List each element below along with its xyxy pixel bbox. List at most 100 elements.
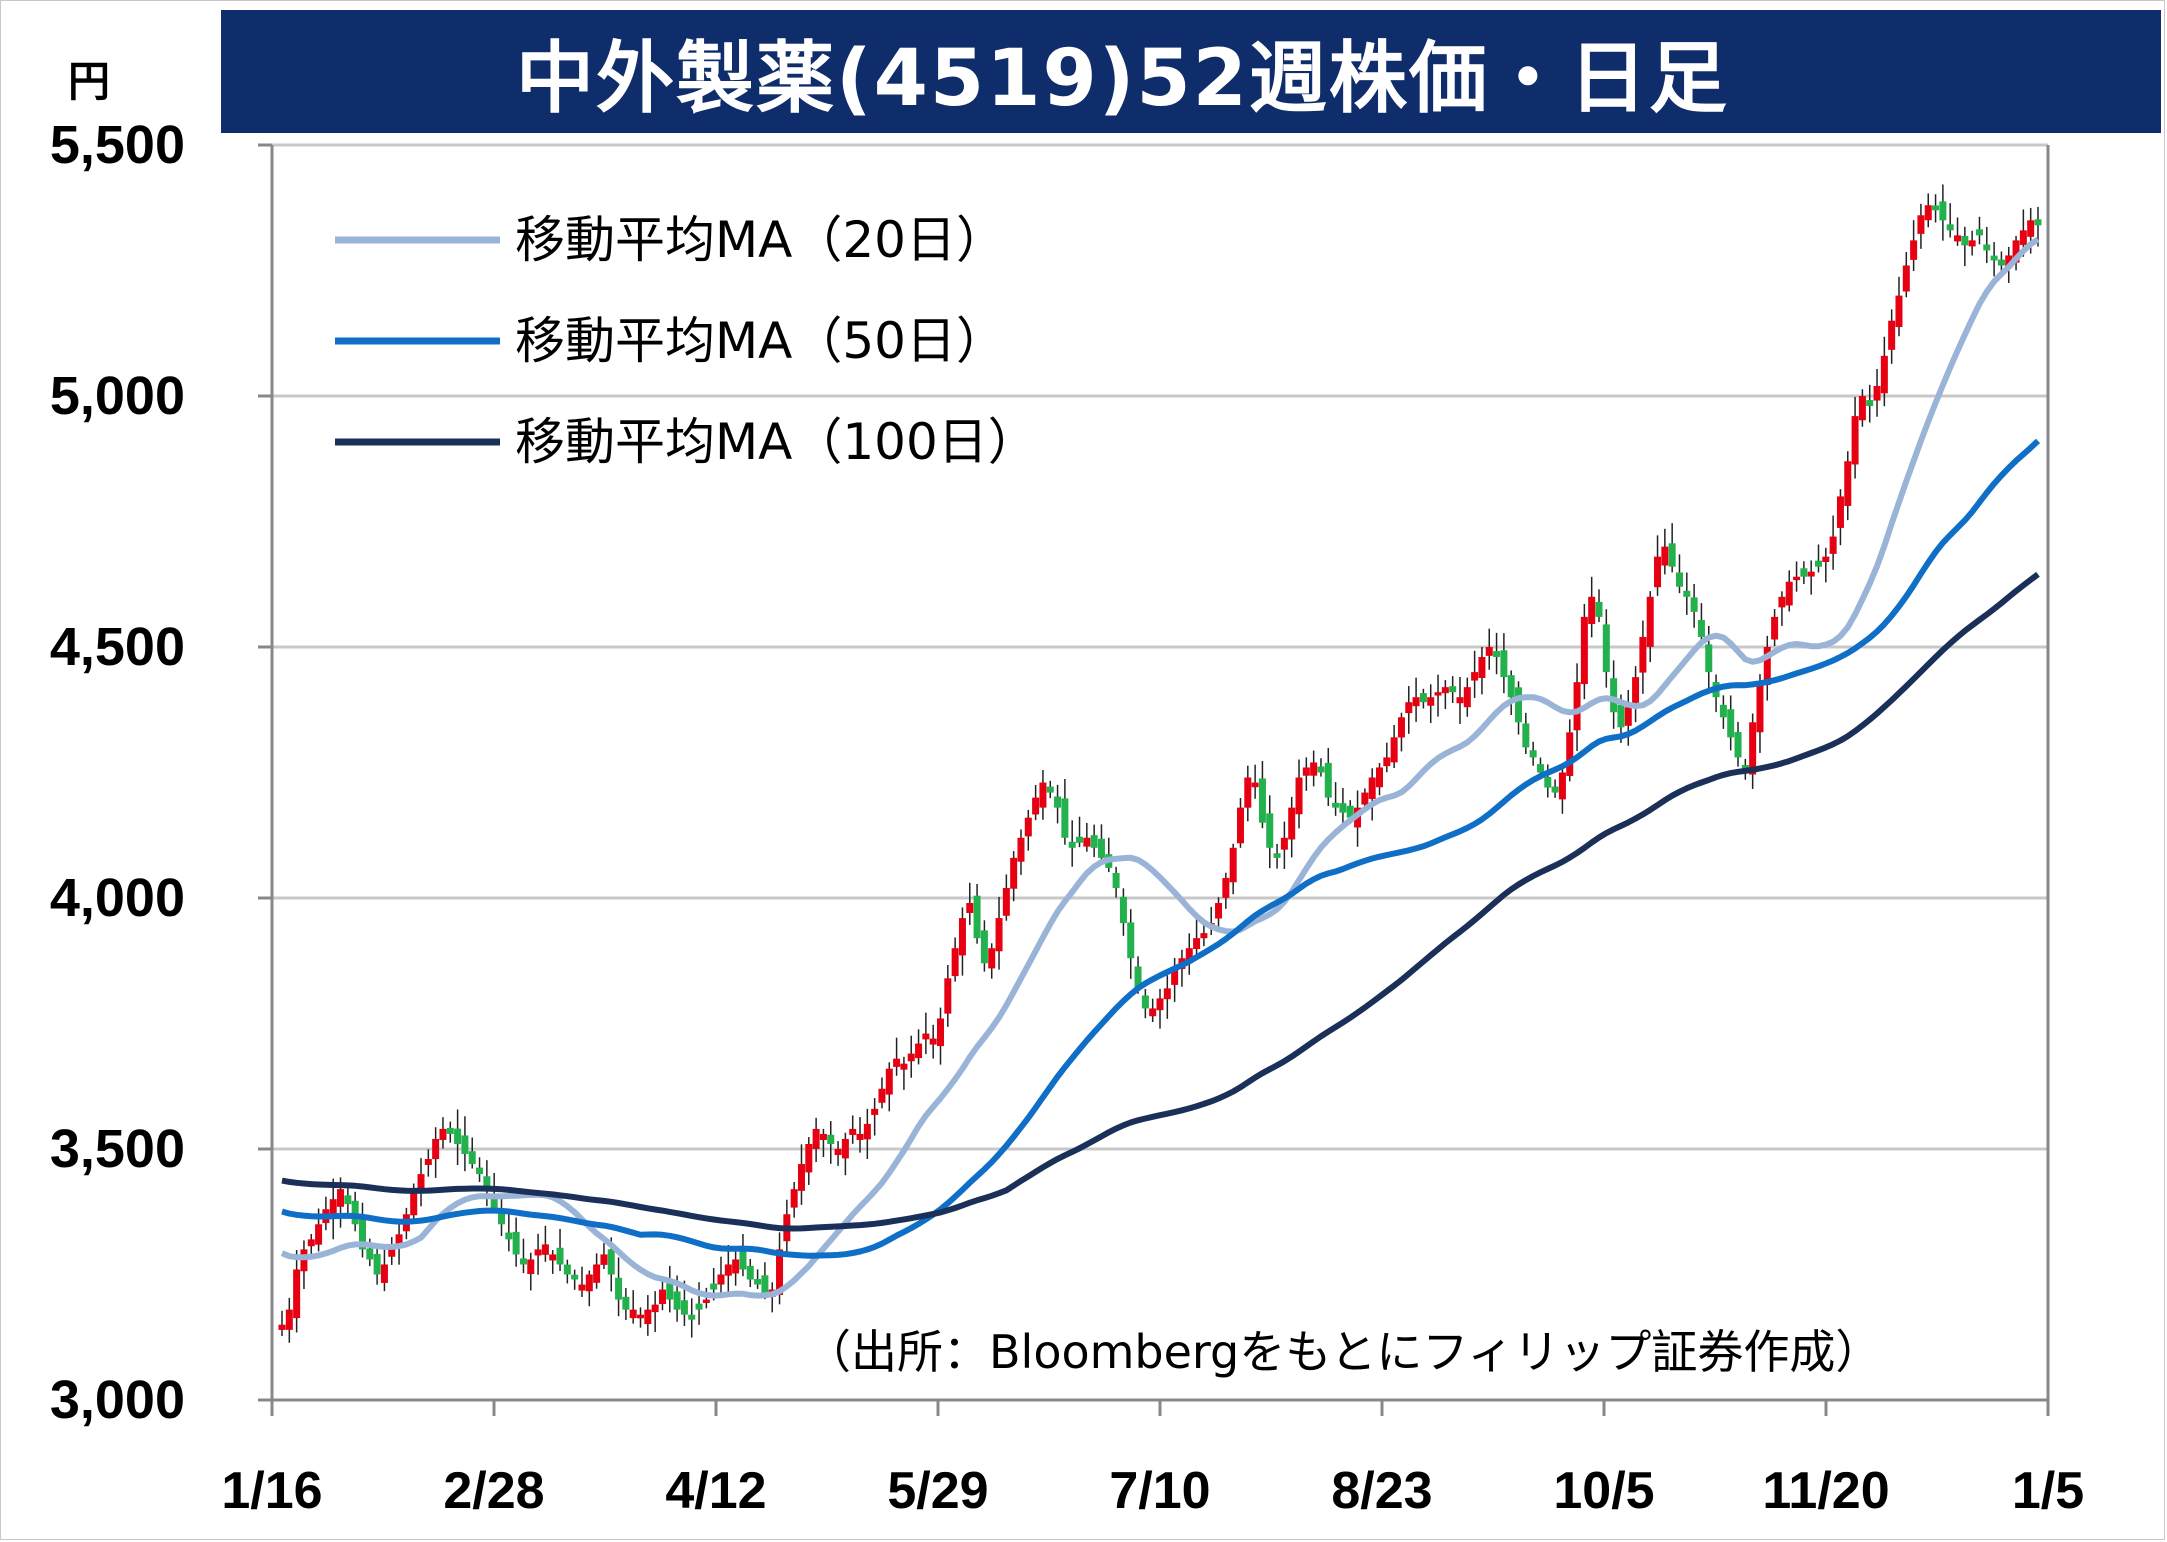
candle-body [1002, 887, 1010, 916]
candle-body [293, 1269, 301, 1319]
candle-body [1478, 657, 1486, 678]
candle-body [1427, 697, 1435, 706]
y-tick-label: 4,500 [50, 617, 185, 677]
candle-body [856, 1133, 864, 1140]
candle-body [1507, 675, 1515, 698]
candle-body [1171, 968, 1179, 985]
candle-body [871, 1108, 879, 1115]
candle-body [498, 1212, 505, 1225]
candle-body [717, 1274, 725, 1285]
candle-body [1119, 896, 1127, 924]
source-note: （出所：Bloombergをもとにフィリップ証券作成） [805, 1325, 1881, 1379]
candle-body [1024, 817, 1032, 837]
candle-body [929, 1038, 937, 1045]
candle-body [476, 1167, 484, 1175]
candle-body [1390, 737, 1398, 763]
candle-body [1083, 837, 1091, 847]
candle-body [563, 1264, 571, 1275]
candle-body [1675, 572, 1683, 587]
candle-body [1697, 619, 1705, 637]
candle-body [732, 1259, 740, 1274]
candle-body [1039, 782, 1047, 808]
candle-body [1756, 682, 1764, 733]
candle-body [1215, 903, 1223, 919]
candle-body [1749, 722, 1757, 775]
candle-body [1785, 581, 1793, 606]
candle-body [388, 1249, 396, 1257]
candle-body [468, 1151, 476, 1165]
candle-body [973, 895, 981, 939]
y-unit-label: 円 [68, 57, 110, 106]
candle-body [278, 1324, 286, 1330]
candle-body [1500, 650, 1508, 678]
candle-body [1932, 205, 1940, 211]
candle-body [1054, 796, 1062, 808]
candle-body [2012, 240, 2020, 263]
candle-body [1434, 692, 1442, 696]
candle-body [285, 1309, 293, 1330]
x-tick-label: 5/29 [887, 1462, 988, 1520]
candle-body [1822, 556, 1830, 563]
candle-body [329, 1199, 337, 1219]
candle-body [1317, 766, 1325, 773]
axis-layer: 3,000 3,500 4,000 4,500 5,000 5,500 1/16 2/28 4/… [50, 115, 2084, 1520]
candle-body [1558, 772, 1566, 800]
candle-body [1376, 767, 1383, 788]
y-tick-label: 5,000 [50, 366, 185, 426]
candle-body [1946, 224, 1954, 231]
candle-body [1324, 762, 1332, 798]
candle-body [915, 1043, 923, 1059]
candle-body [1280, 837, 1288, 850]
candle-body [1134, 966, 1142, 989]
candle-body [300, 1249, 308, 1272]
candle-body [1646, 596, 1654, 647]
candle-body [1617, 704, 1625, 728]
candle-body [666, 1281, 674, 1300]
candle-body [1032, 797, 1040, 815]
candle-body [607, 1249, 615, 1275]
ma100-line [281, 571, 2040, 1232]
candle-body [1229, 847, 1237, 883]
candle-body [1815, 560, 1822, 567]
candle-body [1515, 687, 1523, 723]
candle-body [1734, 732, 1742, 758]
candle-body [1339, 803, 1347, 813]
candle-body [1705, 644, 1713, 673]
candle-body [556, 1247, 564, 1265]
candle-body [337, 1189, 345, 1207]
candle-body [1866, 400, 1874, 407]
title-bar: 中外製薬(4519)52週株価・日足 [221, 10, 2161, 133]
candle-body [1654, 556, 1662, 588]
candle-body [1668, 543, 1676, 567]
candle-body [1412, 697, 1420, 707]
candle-body [2027, 220, 2035, 237]
candle-body [1902, 265, 1910, 292]
candle-body [812, 1128, 820, 1149]
candle-body [1975, 229, 1983, 236]
candle-body [1683, 590, 1691, 597]
candle-body [1441, 687, 1449, 694]
candle-body [1536, 764, 1544, 773]
candle-body [1302, 767, 1310, 776]
candle-body [1800, 568, 1808, 577]
candle-body [1244, 777, 1252, 808]
candle-body [1200, 933, 1208, 939]
candle-body [893, 1058, 901, 1067]
candle-body [1727, 709, 1735, 738]
candle-body [315, 1224, 323, 1245]
candle-body [541, 1244, 549, 1255]
candle-body [658, 1289, 666, 1305]
candle-body [958, 918, 966, 956]
legend-label: 移動平均MA（50日） [515, 312, 1006, 370]
candle-body [1522, 723, 1530, 748]
candle-body [1185, 948, 1193, 964]
candle-body [366, 1248, 374, 1260]
candle-body [1222, 877, 1230, 898]
candle-body [1141, 995, 1149, 1009]
chart-title: 中外製薬(4519)52週株価・日足 [516, 33, 1729, 124]
candle-body [373, 1253, 381, 1275]
x-tick-label: 1/16 [221, 1462, 322, 1520]
candle-body [1156, 998, 1164, 1011]
candle-body [527, 1259, 535, 1275]
candle-body [841, 1138, 849, 1159]
